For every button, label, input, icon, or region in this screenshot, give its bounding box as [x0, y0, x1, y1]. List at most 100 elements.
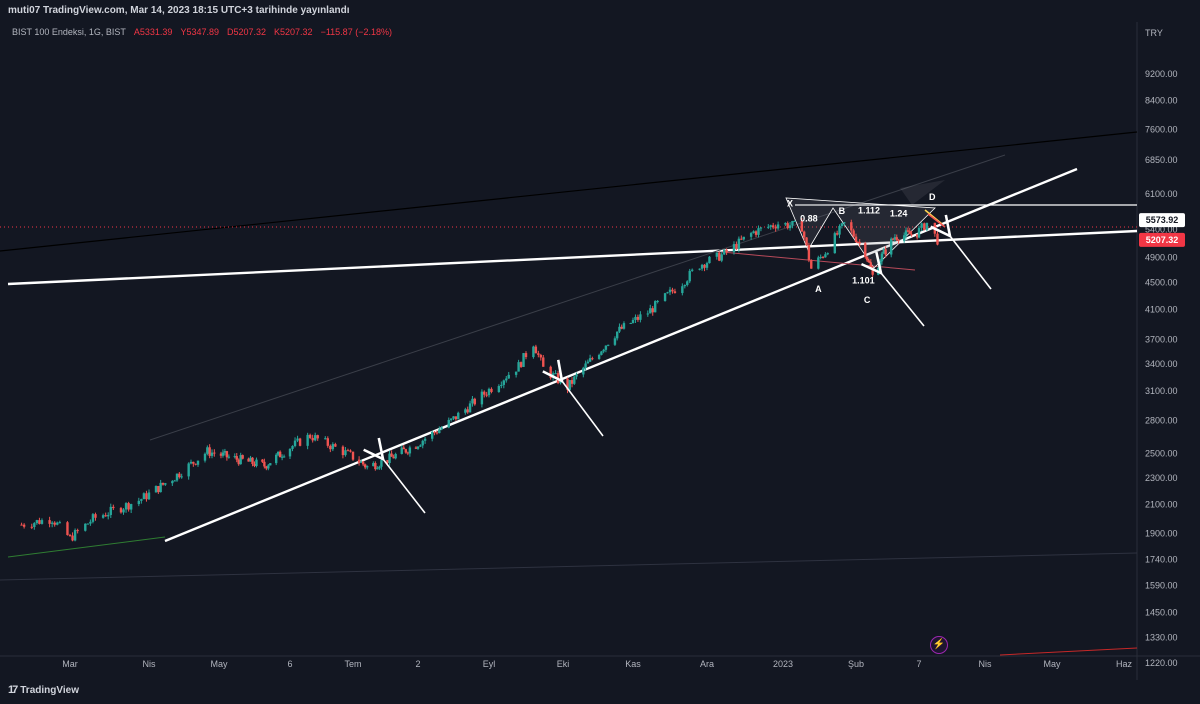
- candle-body: [869, 262, 873, 269]
- pattern-label: D: [929, 192, 936, 202]
- x-tick-label: Eyl: [483, 659, 496, 669]
- candle-body: [556, 373, 560, 384]
- candle-body: [438, 429, 441, 434]
- candle-body: [296, 438, 299, 441]
- candle-body: [372, 463, 375, 467]
- candle-body: [112, 506, 115, 509]
- harmonic-projection: [900, 180, 945, 205]
- candle-body: [147, 492, 151, 500]
- y-tick-label: 3100.00: [1145, 386, 1178, 396]
- symbol-legend[interactable]: BIST 100 Endeksi, 1G, BIST A5331.39 Y534…: [12, 27, 392, 37]
- candle-body: [705, 263, 709, 268]
- candle-body: [551, 373, 555, 378]
- candle-body: [856, 241, 860, 243]
- publish-info: muti07 TradingView.com, Mar 14, 2023 18:…: [8, 5, 350, 16]
- price-axis[interactable]: 9200.00 8400.00 7600.00 6850.00 6100.00 5400.…: [1145, 69, 1178, 668]
- candle-body: [800, 220, 804, 232]
- symbol-name[interactable]: BIST 100 Endeksi, 1G, BIST: [12, 27, 126, 37]
- y-tick-label: 1740.00: [1145, 554, 1178, 564]
- candle-body: [666, 292, 669, 294]
- pattern-label: 0.88: [800, 214, 818, 224]
- candle-body: [454, 416, 458, 420]
- candle-body: [737, 238, 741, 250]
- ohlc-open: A5331.39: [133, 27, 173, 37]
- y-tick-label: 2100.00: [1145, 500, 1178, 510]
- brand-name: TradingView: [20, 684, 79, 696]
- candle-body: [140, 499, 143, 501]
- candle-body: [802, 231, 806, 238]
- candle-body: [631, 319, 635, 323]
- candle-body: [920, 223, 923, 228]
- x-tick-label: Eki: [557, 659, 570, 669]
- x-tick-label: Tem: [344, 659, 361, 669]
- candle-body: [725, 249, 728, 253]
- candle-body: [269, 463, 272, 466]
- price-label-box: [1139, 213, 1185, 228]
- candle-body: [604, 345, 608, 350]
- time-axis[interactable]: Mar Nis May 6 Tem 2 Eyl Eki Kas Ara 2023 Şub 7 Nis May…: [62, 659, 1132, 669]
- candle-body: [722, 249, 726, 255]
- candle-body: [247, 458, 250, 462]
- candle-body: [902, 235, 906, 241]
- candle-body: [559, 378, 562, 384]
- candle-body: [514, 371, 518, 375]
- candle-body: [897, 239, 900, 241]
- tradingview-logo[interactable]: 17 TradingView: [8, 684, 79, 696]
- candle-body: [826, 253, 829, 255]
- candle-body: [833, 233, 837, 254]
- candle-body: [884, 249, 887, 255]
- candle-body: [329, 445, 332, 450]
- lightning-icon[interactable]: ⚡: [930, 636, 948, 654]
- candle-body: [858, 242, 861, 244]
- candle-body: [840, 223, 844, 226]
- pattern-label: 1.112: [858, 206, 880, 216]
- candle-body: [613, 338, 617, 345]
- candle-body: [419, 445, 422, 447]
- candle-body: [904, 230, 908, 236]
- candle-body: [615, 331, 619, 339]
- y-tick-label: 1900.00: [1145, 529, 1178, 539]
- candle-body: [203, 453, 207, 461]
- candle-body: [50, 522, 54, 524]
- candle-body: [893, 237, 897, 240]
- candle-body: [673, 291, 677, 294]
- pattern-label: C: [864, 295, 871, 305]
- candle-body: [480, 391, 484, 405]
- candle-body: [344, 450, 347, 456]
- candle-body: [346, 450, 350, 452]
- candle-body: [219, 453, 223, 456]
- candle-body: [835, 233, 839, 235]
- candle-body: [119, 508, 123, 513]
- candle-body: [263, 461, 266, 467]
- candle-body: [210, 452, 214, 456]
- candle-body: [175, 473, 179, 481]
- candle-body: [404, 449, 408, 453]
- candle-body: [936, 233, 939, 245]
- candle-body: [35, 520, 39, 524]
- candle-body: [416, 446, 420, 449]
- candle-body: [357, 459, 361, 463]
- candle-body: [634, 316, 637, 320]
- candle-body: [366, 466, 369, 468]
- red-bottom-line: [999, 647, 1138, 656]
- candle-body: [784, 223, 787, 225]
- y-tick-label: 9200.00: [1145, 69, 1178, 79]
- candle-body: [466, 409, 469, 413]
- candle-body: [30, 526, 33, 528]
- x-tick-label: Kas: [625, 659, 641, 669]
- price-label-text: 5207.32: [1146, 235, 1179, 245]
- candle-body: [925, 222, 929, 230]
- candle-body: [602, 349, 605, 352]
- candle-body: [838, 225, 841, 235]
- candle-body: [573, 376, 576, 384]
- currency-label[interactable]: TRY: [1145, 28, 1163, 38]
- candle-body: [915, 234, 919, 238]
- candle-body: [497, 386, 501, 392]
- candle-body: [394, 453, 397, 459]
- candle-body: [651, 308, 654, 313]
- arrow-current: [950, 236, 992, 290]
- candle-body: [233, 456, 236, 458]
- candle-body: [824, 254, 827, 258]
- candle-body: [334, 444, 337, 447]
